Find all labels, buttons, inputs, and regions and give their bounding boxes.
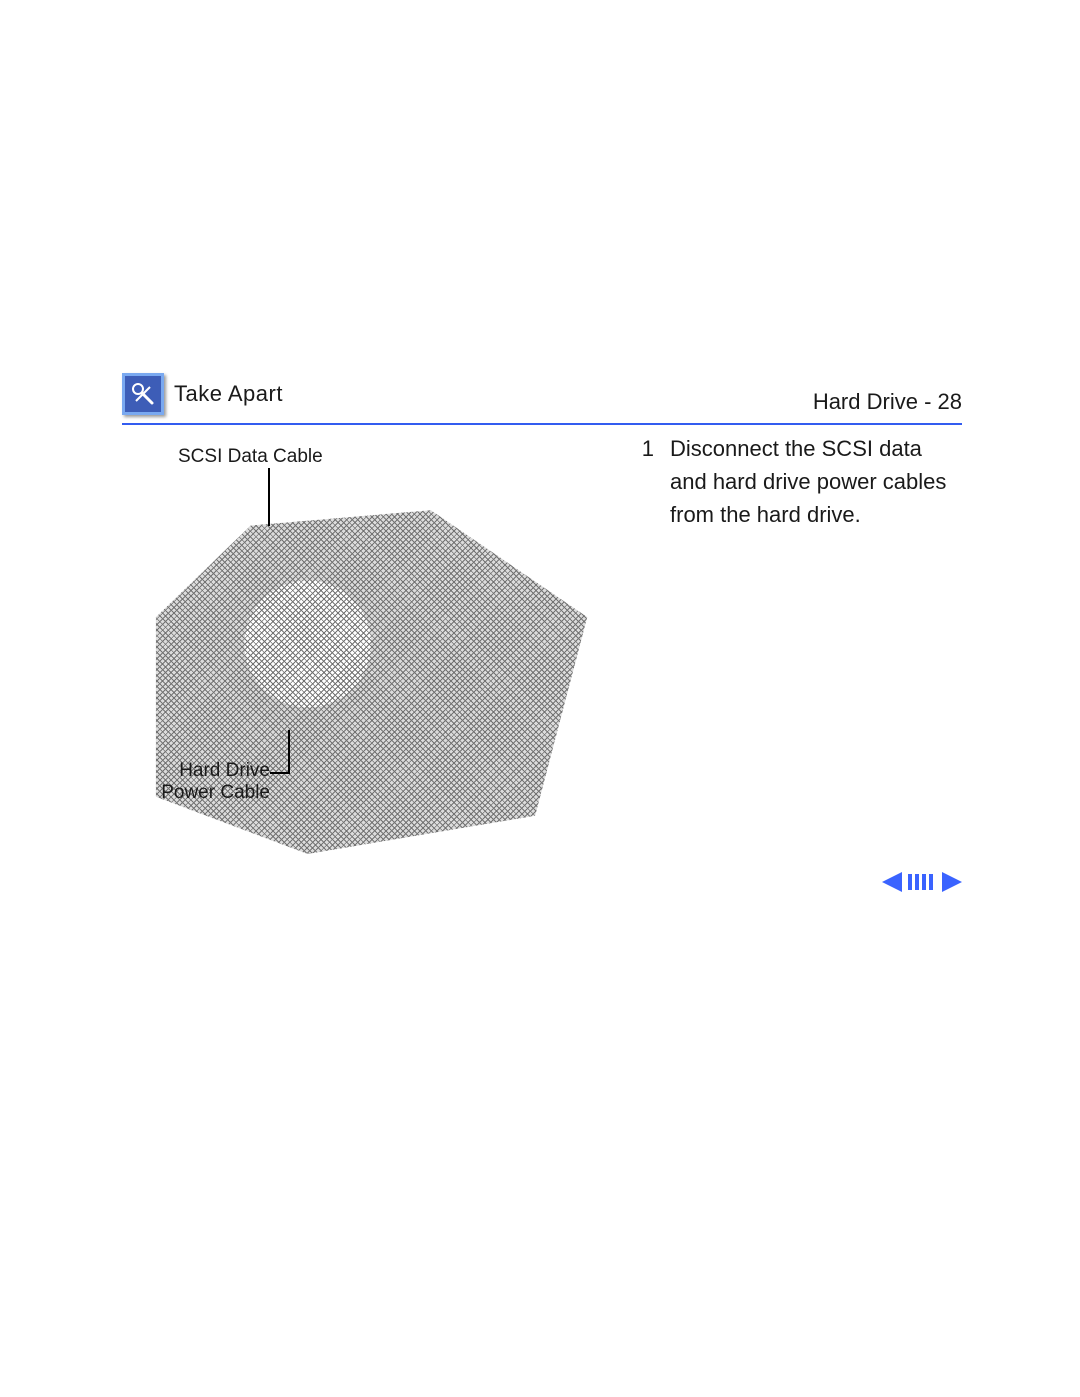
step-1: 1 Disconnect the SCSI data and hard driv…: [628, 432, 962, 531]
callout-hard-drive-power-cable-line2: Power Cable: [130, 782, 270, 805]
page-number: 28: [938, 389, 962, 415]
illustration: SCSI Data Cable Hard Drive Power Cable: [118, 432, 590, 852]
page: Take Apart Hard Drive - 28 SCSI Data Cab…: [0, 0, 1080, 1397]
callout-scsi-data-cable: SCSI Data Cable: [178, 446, 378, 469]
nav-next-icon[interactable]: [942, 872, 962, 892]
section-title: Take Apart: [174, 381, 283, 407]
nav-prev-icon[interactable]: [882, 872, 902, 892]
header-left: Take Apart: [122, 373, 283, 415]
take-apart-icon: [122, 373, 164, 415]
page-label-text: Hard Drive: [813, 389, 918, 415]
page-nav: [882, 868, 962, 896]
lead-line-scsi: [268, 468, 270, 526]
lead-line-power-v: [288, 730, 290, 774]
lead-line-power-h: [270, 772, 290, 774]
header-divider: [122, 423, 962, 425]
page-label: Hard Drive - 28: [813, 389, 962, 415]
page-header: Take Apart Hard Drive - 28: [122, 373, 962, 415]
nav-bars-icon[interactable]: [908, 874, 933, 890]
instructions: 1 Disconnect the SCSI data and hard driv…: [628, 432, 962, 531]
callout-hard-drive-power-cable-line1: Hard Drive: [130, 760, 270, 783]
page-label-sep: -: [918, 389, 938, 415]
step-text: Disconnect the SCSI data and hard drive …: [670, 432, 962, 531]
step-number: 1: [628, 432, 670, 465]
